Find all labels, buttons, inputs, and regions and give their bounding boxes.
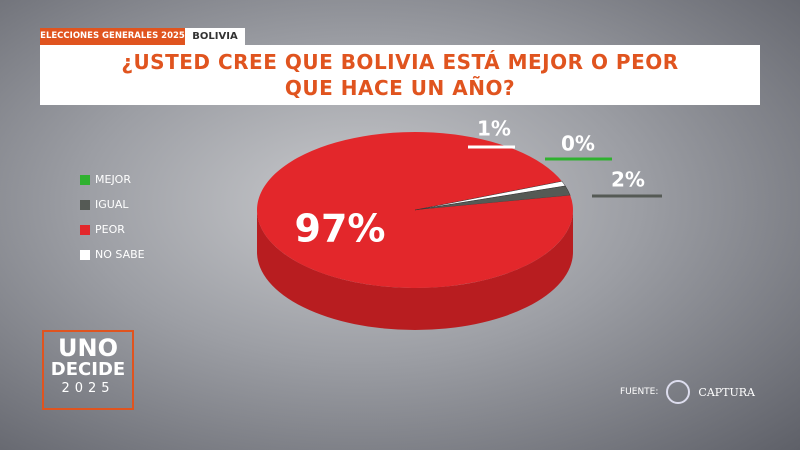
pie-side bbox=[257, 210, 573, 330]
brand-line: UNO bbox=[58, 334, 118, 362]
data-label: 0% bbox=[561, 132, 595, 156]
header-country: BOLIVIA bbox=[185, 28, 245, 45]
legend-swatch bbox=[80, 200, 90, 210]
brand-logo: UNO DECIDE 2025 bbox=[42, 330, 134, 410]
source: FUENTE: CAPTURA bbox=[620, 380, 755, 404]
legend-swatch bbox=[80, 225, 90, 235]
data-label: 97% bbox=[295, 207, 386, 251]
legend-label: PEOR bbox=[95, 223, 125, 236]
brand-line: DECIDE bbox=[50, 359, 126, 380]
legend-swatch bbox=[80, 250, 90, 260]
title-box: ¿USTED CREE QUE BOLIVIA ESTÁ MEJOR O PEO… bbox=[40, 45, 760, 105]
source-name: CAPTURA bbox=[698, 385, 756, 399]
legend-label: IGUAL bbox=[95, 198, 129, 211]
source-logo bbox=[666, 380, 691, 404]
data-label: 2% bbox=[611, 168, 645, 192]
legend-label: MEJOR bbox=[95, 173, 131, 186]
chart-title: ¿USTED CREE QUE BOLIVIA ESTÁ MEJOR O PEO… bbox=[121, 50, 679, 100]
pie-slice bbox=[414, 181, 566, 211]
brand-line: 2025 bbox=[61, 381, 115, 396]
legend-label: NO SABE bbox=[95, 248, 145, 261]
header-tag: ELECCIONES GENERALES 2025 bbox=[40, 28, 185, 45]
legend-swatch bbox=[80, 175, 90, 185]
data-label: 1% bbox=[477, 117, 511, 141]
source-label: FUENTE: bbox=[620, 387, 659, 397]
